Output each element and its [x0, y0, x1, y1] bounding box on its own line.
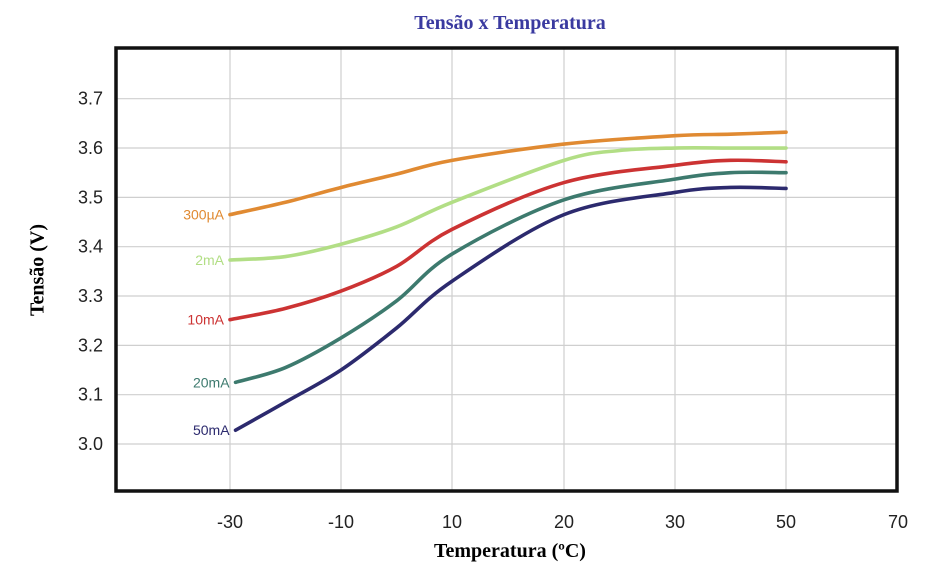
y-tick-label: 3.6 [78, 138, 103, 158]
x-tick-label: 20 [554, 512, 574, 532]
series-line [228, 146, 788, 262]
series-line [233, 170, 788, 385]
y-tick-label: 3.3 [78, 286, 103, 306]
series-label: 300µA [183, 207, 224, 223]
y-tick-label: 3.0 [78, 434, 103, 454]
x-tick-label: 70 [888, 512, 908, 532]
series-line [228, 130, 788, 217]
x-tick-label: 30 [665, 512, 685, 532]
x-tick-label: 50 [776, 512, 796, 532]
series-label: 50mA [193, 422, 230, 438]
series-label: 20mA [193, 374, 230, 390]
y-tick-label: 3.2 [78, 335, 103, 355]
series-label: 2mA [195, 252, 224, 268]
y-tick-label: 3.7 [78, 89, 103, 109]
series-line [228, 158, 788, 322]
x-tick-label: 10 [442, 512, 462, 532]
x-tick-label: -10 [328, 512, 354, 532]
series-label: 10mA [187, 312, 224, 328]
x-axis-label: Temperatura (ºC) [434, 540, 586, 562]
y-tick-label: 3.5 [78, 187, 103, 207]
x-tick-label: -30 [217, 512, 243, 532]
series-line [233, 185, 788, 432]
y-tick-label: 3.1 [78, 385, 103, 405]
chart-title: Tensão x Temperatura [414, 12, 606, 34]
y-tick-label: 3.4 [78, 237, 103, 257]
plot-frame [114, 46, 899, 493]
